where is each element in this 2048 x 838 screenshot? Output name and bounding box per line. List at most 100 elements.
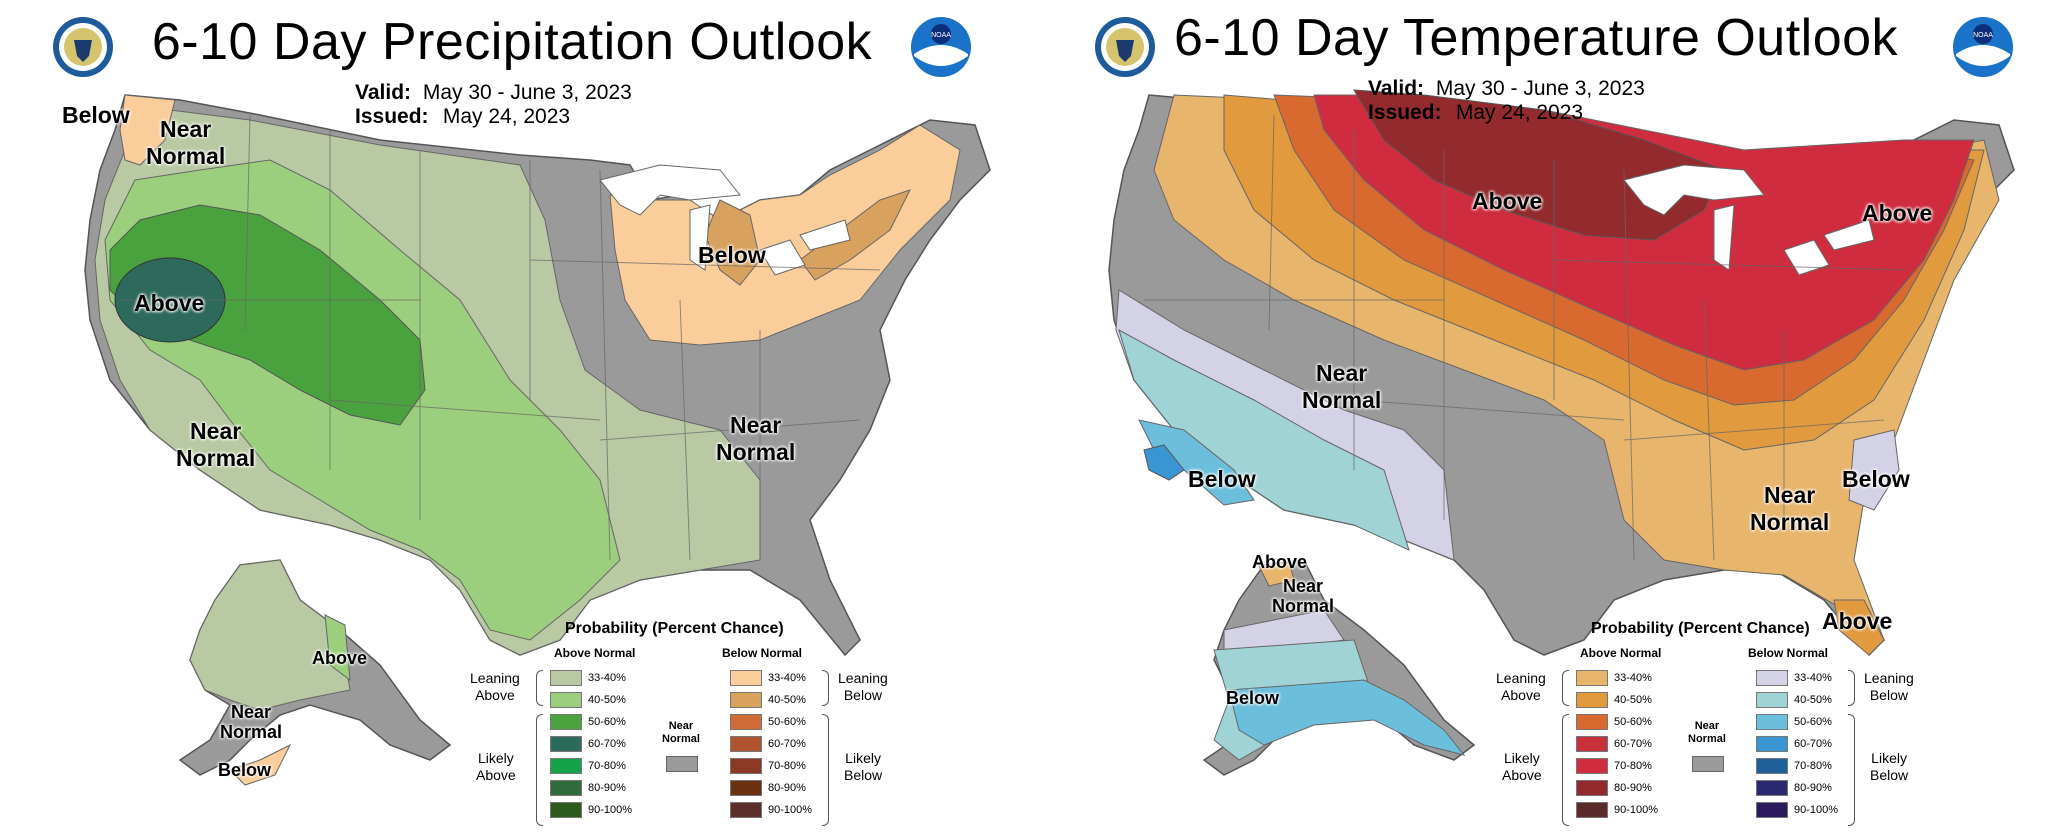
- legend-swatch-label: 33-40%: [1614, 671, 1652, 684]
- temp-map: [1108, 89, 2015, 776]
- issued-label: Issued:: [1368, 101, 1442, 124]
- legend-leaning-below: Leaning Below: [1864, 670, 1914, 704]
- legend-swatch-label: 60-70%: [1794, 737, 1832, 750]
- legend-swatch-row: 40-50%: [550, 692, 626, 708]
- legend-swatch-label: 90-100%: [768, 803, 813, 816]
- legend-above-header: Above Normal: [1580, 646, 1662, 660]
- near-line-1: Near: [1694, 720, 1720, 732]
- legend-swatch: [730, 736, 762, 752]
- cat-line-2: Below: [1870, 767, 1909, 783]
- map-label-below-sw: Below: [1188, 466, 1256, 492]
- near-line-1: Near: [190, 418, 242, 444]
- brace: [822, 670, 829, 706]
- valid-value: May 30 - June 3, 2023: [1435, 77, 1645, 100]
- alaska-above: [1258, 561, 1295, 587]
- brace: [822, 714, 829, 826]
- legend-swatch-label: 40-50%: [1794, 693, 1832, 706]
- brace: [1562, 670, 1569, 706]
- legend-leaning-above: Leaning Above: [470, 670, 520, 704]
- issued-label: Issued:: [355, 105, 429, 128]
- legend-swatch: [1756, 692, 1788, 708]
- legend-swatch-row: 60-70%: [730, 736, 806, 752]
- valid-line: Valid: May 30 - June 3, 2023: [355, 80, 632, 106]
- legend-near-normal: Near Normal: [1688, 720, 1726, 746]
- legend-swatch: [1756, 758, 1788, 774]
- precip-outlook-panel: NOAA 6-10 Day Precipitation Outlook Vali…: [53, 13, 991, 835]
- temp-80-90-above-region: [1353, 89, 1725, 241]
- map-label-near-normal-sw: Near Normal: [176, 418, 255, 472]
- legend-swatch: [1576, 670, 1608, 686]
- near-line-2: Normal: [1688, 733, 1726, 745]
- temp-leaning-below-se: [1848, 429, 1900, 511]
- legend-swatch: [550, 780, 582, 796]
- precip-map: [84, 94, 991, 786]
- alaska-40-50: [324, 614, 351, 682]
- legend-swatch: [1756, 802, 1788, 818]
- legend-swatch-row: 80-90%: [1576, 780, 1652, 796]
- cat-line-2: Above: [1502, 767, 1542, 783]
- map-label-below-ak: Below: [218, 760, 272, 780]
- legend-below-header: Below Normal: [1748, 646, 1829, 660]
- cat-line-1: Likely: [477, 750, 514, 766]
- legend-swatch-label: 50-60%: [1614, 715, 1652, 728]
- cat-line-1: Leaning: [470, 670, 520, 686]
- cat-line-1: Likely: [1871, 750, 1907, 766]
- valid-line: Valid: May 30 - June 3, 2023: [1368, 76, 1645, 102]
- legend-likely-below: Likely Below: [844, 750, 882, 784]
- near-line-1: Near: [1316, 360, 1368, 386]
- temp-40-50-below-region: [1118, 328, 1410, 551]
- map-label-near-normal-ak: Near Normal: [1272, 576, 1334, 616]
- legend-swatch-label: 33-40%: [1794, 671, 1832, 684]
- noaa-logo: NOAA: [1953, 17, 2013, 77]
- near-line-2: Normal: [146, 143, 226, 169]
- issued-line: Issued: May 24, 2023: [355, 104, 570, 130]
- map-label-near-normal-se: Near Normal: [1750, 482, 1829, 536]
- near-line-2: Normal: [716, 439, 796, 465]
- legend-swatch: [730, 692, 762, 708]
- issued-value: May 24, 2023: [1455, 101, 1584, 124]
- legend-swatch: [1576, 714, 1608, 730]
- legend-swatch-label: 33-40%: [588, 671, 626, 684]
- legend-swatch-row: 80-90%: [1756, 780, 1832, 796]
- legend-swatch-row: 60-70%: [550, 736, 626, 752]
- alaska-leaning-above: [189, 559, 351, 711]
- legend-swatch-row: 70-80%: [550, 758, 626, 774]
- issued-value: May 24, 2023: [442, 105, 571, 128]
- legend-swatch: [1756, 736, 1788, 752]
- legend-swatch-row: 33-40%: [1756, 670, 1832, 686]
- legend-swatch-label: 70-80%: [768, 759, 806, 772]
- map-label-above-ak: Above: [1252, 552, 1308, 572]
- brace: [536, 670, 543, 706]
- near-line-1: Near: [230, 702, 272, 722]
- brace: [1562, 714, 1569, 826]
- legend-swatch-label: 60-70%: [768, 737, 806, 750]
- map-label-above-west: Above: [134, 290, 205, 316]
- legend-swatch-row: 50-60%: [1756, 714, 1832, 730]
- legend: Probability (Percent Chance) Above Norma…: [1486, 620, 1966, 835]
- cat-line-2: Above: [475, 687, 515, 703]
- legend-swatch-row: 70-80%: [1756, 758, 1832, 774]
- near-line-2: Normal: [1750, 509, 1830, 535]
- legend-swatch-label: 40-50%: [768, 693, 806, 706]
- legend-swatch-label: 80-90%: [1614, 781, 1652, 794]
- precip-nw-below-region: [119, 94, 176, 166]
- legend-swatch-label: 50-60%: [1794, 715, 1832, 728]
- legend-swatch: [1576, 692, 1608, 708]
- brace: [1848, 670, 1855, 706]
- temp-outlook-panel: NOAA 6-10 Day Temperature Outlook Valid:…: [1024, 0, 2048, 838]
- legend-likely-above: Likely Above: [476, 750, 516, 784]
- legend-swatch-label: 80-90%: [768, 781, 806, 794]
- legend-swatch-label: 90-100%: [1794, 803, 1839, 816]
- legend-title: Probability (Percent Chance): [565, 620, 784, 637]
- valid-label: Valid:: [1368, 77, 1425, 100]
- map-label-above-ne: Above: [1862, 200, 1933, 226]
- legend-swatch-row: 33-40%: [730, 670, 806, 686]
- cat-line-2: Above: [1501, 687, 1541, 703]
- cat-line-2: Below: [1869, 687, 1908, 703]
- legend-near-normal: Near Normal: [662, 720, 700, 746]
- legend-swatch-row: 50-60%: [550, 714, 626, 730]
- cat-line-1: Leaning: [1496, 670, 1546, 686]
- legend-swatch-label: 60-70%: [1614, 737, 1652, 750]
- legend-swatch: [1576, 780, 1608, 796]
- legend: Probability (Percent Chance) Above Norma…: [460, 620, 940, 835]
